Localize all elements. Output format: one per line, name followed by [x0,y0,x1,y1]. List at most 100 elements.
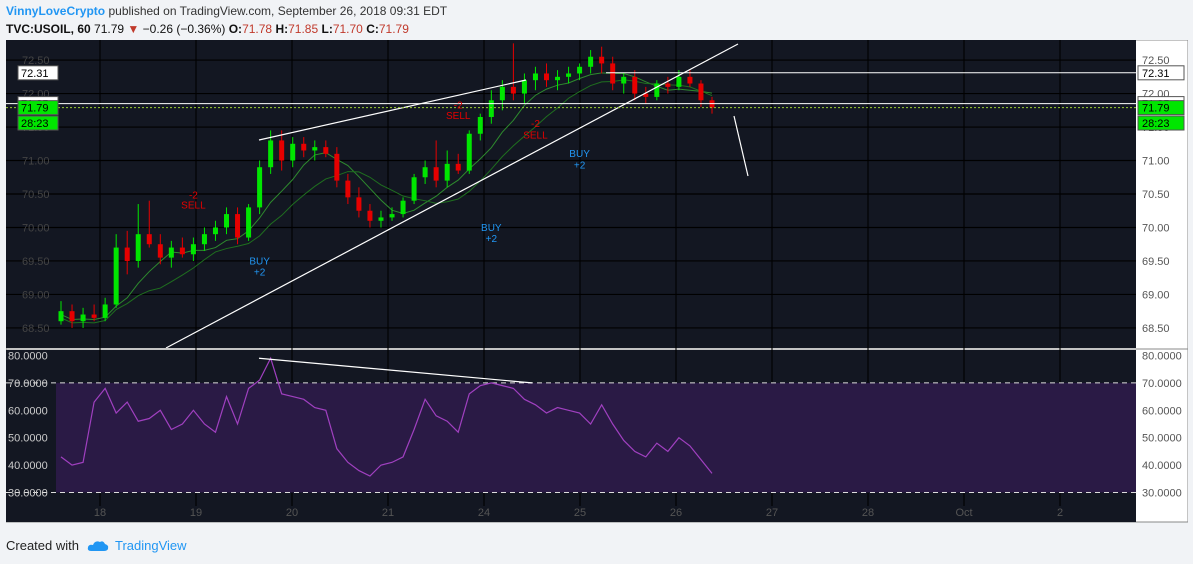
price-tick-label-left: 70.00 [22,222,50,234]
candle-body [532,73,538,81]
candle-body [665,83,671,87]
price-tag-right [1137,100,1185,116]
price-tag-label-left: 72.31 [21,68,49,80]
price-tag-label-left: 71.79 [21,103,49,115]
signal-label: -2 [189,191,198,202]
published-text: published on TradingView.com, September … [105,4,448,18]
candle-body [444,163,450,181]
candle-body [157,244,163,258]
price-tick-label-left: 69.50 [22,256,50,268]
price-tick-label-right: 71.00 [1142,156,1170,168]
rsi-tick-label-left: 60.0000 [8,405,48,417]
price-tick-label-right: 69.50 [1142,256,1170,268]
low-value: 71.70 [332,22,363,36]
candle-body [521,80,527,94]
price-tag-right [1137,65,1185,81]
signal-label: +2 [486,234,498,245]
rsi-tick-label-right: 40.0000 [1142,460,1182,472]
rsi-line [60,356,713,477]
candle-body [510,86,516,94]
candle-body [466,133,472,171]
high-label: H: [275,22,289,36]
candle-body [477,117,483,134]
time-tick-label: 21 [382,507,394,519]
rsi-tick-label-left: 50.0000 [8,433,48,445]
down-arrow-icon: ▼ [127,22,140,36]
time-tick-label: 19 [190,507,202,519]
candle-body [124,247,130,261]
rsi-divergence-line [258,357,533,384]
open-value: 71.78 [242,22,273,36]
candle-body [599,56,605,64]
price-tag-label-left: 28:23 [21,118,49,130]
price-tick-label-left: 71.00 [22,156,50,168]
quote-line: TVC:USOIL, 60 71.79 ▼ −0.26 (−0.36%) O:7… [6,22,409,36]
candle-body [146,234,152,245]
signal-label: -2 [454,100,463,111]
rsi-tick-label-right: 70.0000 [1142,378,1182,390]
chart-area[interactable]: 18 19 20 21 24 25 26 27 28 Oct 272.5072.5072.0072.… [6,40,1188,528]
time-tick-label: 26 [670,507,682,519]
candle-body [113,247,119,305]
price-tick-label-right: 70.00 [1142,222,1170,234]
price-tick-label-left: 68.50 [22,323,50,335]
candle-body [279,140,285,161]
candle-body [102,304,108,318]
projection-arrow [733,115,749,177]
candle-body [389,214,395,218]
rsi-tick-label-left: 70.0000 [8,378,48,390]
candle-body [632,76,638,94]
candle-body [212,227,218,235]
rising-wedge-support-line [165,43,739,349]
candle-body [577,66,583,74]
candle-body [499,86,505,101]
candle-body [610,63,616,84]
candle-body [566,73,572,77]
author-link[interactable]: VinnyLoveCrypto [6,4,106,18]
price-tag-label-right: 71.79 [1142,103,1170,115]
created-with-label: Created with [6,538,79,553]
rsi-tick-label-right: 80.0000 [1142,350,1182,362]
candle-body [687,76,693,84]
time-tick-label: 18 [94,507,106,519]
candle-body [224,214,230,228]
rsi-tick-label-right: 30.0000 [1142,488,1182,500]
open-label: O: [228,22,243,36]
candle-body [378,217,384,221]
candle-body [433,167,439,181]
signal-label: SELL [181,201,206,212]
candle-body [555,76,561,81]
signal-label: BUY [481,223,502,234]
wedge-resistance-line [258,79,527,141]
candle-body [422,167,428,178]
tradingview-link[interactable]: TradingView [114,538,187,553]
candle-body [345,180,351,198]
signal-label: SELL [446,111,471,122]
candle-body [588,56,594,67]
candle-body [312,147,318,151]
time-tick-label: 24 [478,507,490,519]
publish-header: VinnyLoveCrypto published on TradingView… [6,4,447,18]
close-label: C: [366,22,379,36]
candle-body [257,167,263,208]
price-tick-label-left: 69.00 [22,289,50,301]
price-tick-label-right: 69.00 [1142,289,1170,301]
price-tick-label-right: 70.50 [1142,189,1170,201]
time-tick-label: 27 [766,507,778,519]
candle-body [643,93,649,97]
candle-body [268,140,274,168]
price-tick-label-left: 72.50 [22,55,50,67]
candle-body [91,314,97,318]
candle-body [135,234,141,261]
candle-body [334,153,340,181]
candle-body [488,100,494,117]
candle-body [190,244,196,255]
high-value: 71.85 [288,22,319,36]
footer: Created with TradingView [6,538,187,553]
time-tick-label: 2 [1057,507,1063,519]
price-change: −0.26 (−0.36%) [142,22,226,36]
rsi-tick-label-right: 60.0000 [1142,405,1182,417]
candle-body [168,247,174,258]
candle-body [400,200,406,215]
candle-body [58,311,64,322]
